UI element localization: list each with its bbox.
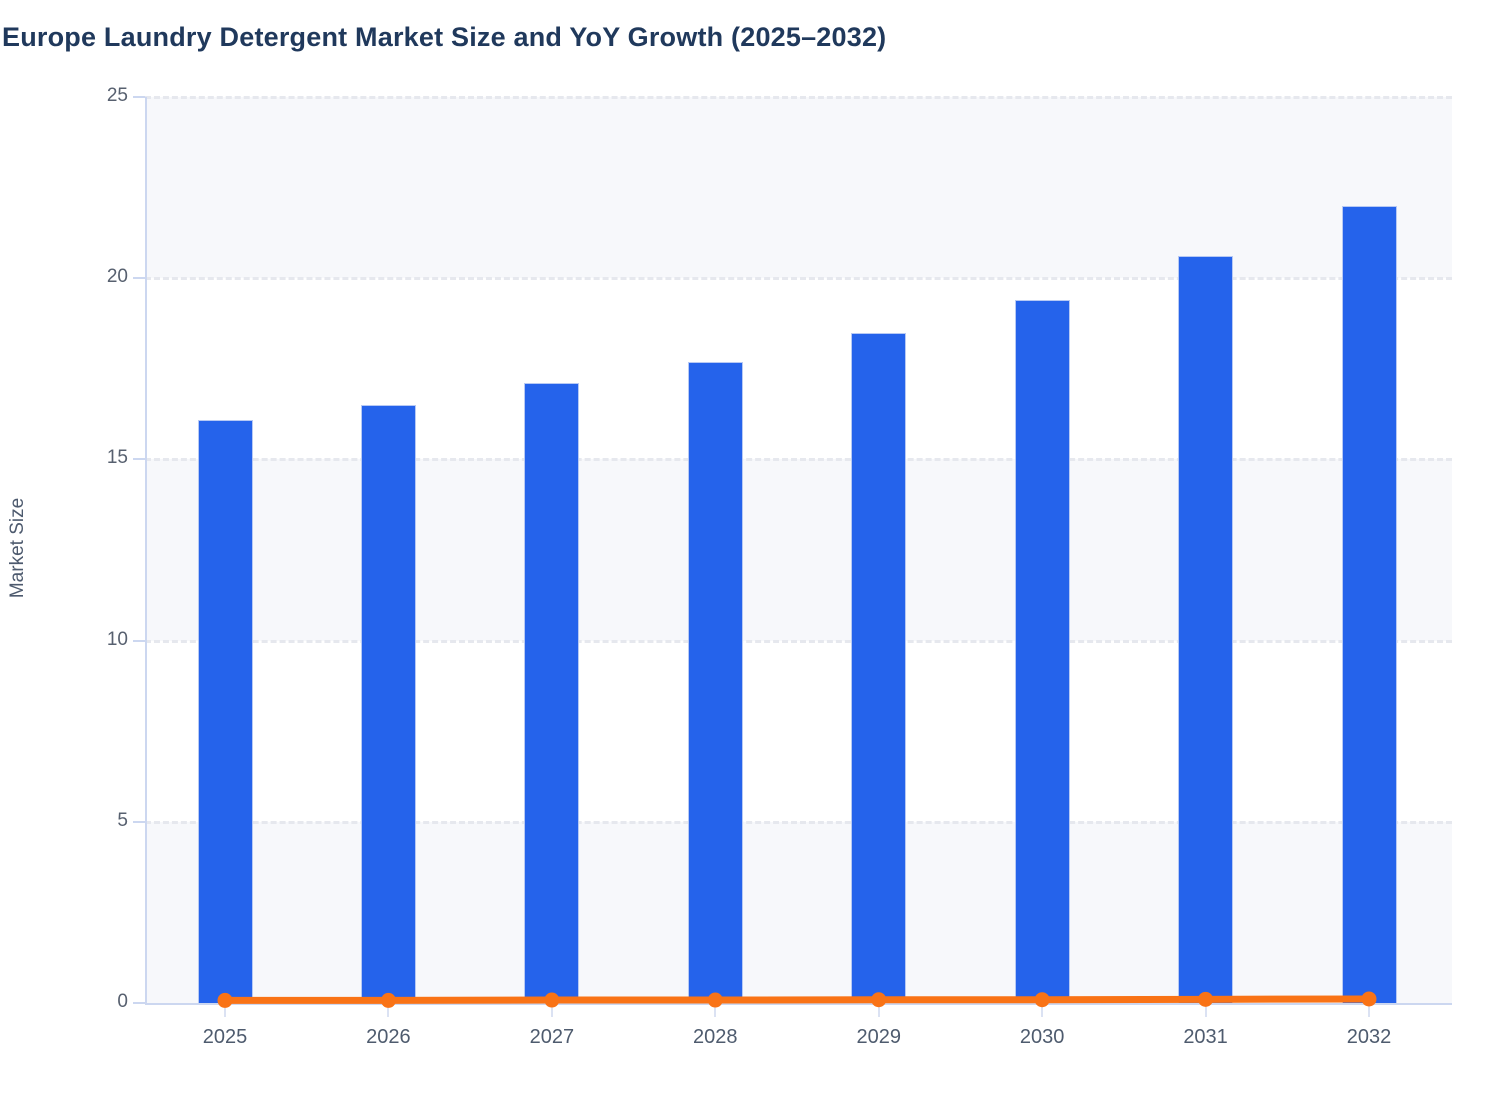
y-tick-mark bbox=[133, 820, 145, 823]
x-tick-mark bbox=[1204, 1005, 1207, 1017]
x-tick-label-2029: 2029 bbox=[856, 1026, 901, 1048]
x-tick-label-2026: 2026 bbox=[366, 1026, 411, 1048]
bar-2031[interactable] bbox=[1178, 256, 1234, 1003]
x-tick-mark bbox=[877, 1005, 880, 1017]
y-tick-label: 15 bbox=[106, 447, 128, 469]
x-tick-mark bbox=[1368, 1005, 1370, 1017]
x-tick-label-2032: 2032 bbox=[1346, 1026, 1392, 1048]
x-tick-label-2028: 2028 bbox=[693, 1026, 738, 1048]
bar-2026[interactable] bbox=[360, 405, 416, 1003]
y-axis-line bbox=[145, 97, 147, 1005]
y-tick-mark bbox=[133, 277, 145, 280]
x-tick-mark bbox=[224, 1005, 226, 1017]
x-tick-label-2027: 2027 bbox=[529, 1026, 575, 1048]
x-tick-mark bbox=[550, 1005, 553, 1017]
x-tick-label-2030: 2030 bbox=[1019, 1026, 1065, 1048]
gridline bbox=[145, 96, 1452, 99]
x-tick-mark bbox=[714, 1005, 717, 1017]
bar-2025[interactable] bbox=[197, 419, 253, 1003]
plot-band bbox=[145, 821, 1452, 1003]
bar-2029[interactable] bbox=[851, 332, 907, 1003]
plot-area bbox=[145, 96, 1452, 1003]
bar-2030[interactable] bbox=[1014, 299, 1070, 1003]
y-tick-label: 25 bbox=[106, 84, 128, 106]
x-tick-label-2025: 2025 bbox=[202, 1026, 248, 1048]
y-tick-mark bbox=[133, 458, 145, 461]
gridline bbox=[145, 458, 1452, 462]
y-tick-mark bbox=[133, 639, 145, 642]
y-tick-label: 5 bbox=[117, 809, 128, 831]
chart-title: Europe Laundry Detergent Market Size and… bbox=[2, 22, 887, 53]
y-tick-label: 0 bbox=[117, 990, 128, 1012]
plot-band bbox=[145, 97, 1452, 279]
x-axis-line bbox=[145, 1003, 1452, 1005]
plot-band bbox=[145, 459, 1452, 641]
y-tick-mark bbox=[133, 96, 145, 98]
gridline bbox=[145, 820, 1452, 824]
gridline bbox=[145, 639, 1452, 643]
x-tick-mark bbox=[387, 1005, 390, 1017]
y-axis-title: Market Size bbox=[7, 497, 28, 599]
bar-2032[interactable] bbox=[1341, 205, 1397, 1003]
y-tick-label: 20 bbox=[106, 266, 128, 288]
y-tick-mark bbox=[133, 1002, 145, 1004]
y-tick-label: 10 bbox=[106, 628, 128, 650]
bar-2028[interactable] bbox=[687, 361, 743, 1003]
bar-2027[interactable] bbox=[524, 383, 580, 1003]
x-tick-label-2031: 2031 bbox=[1183, 1026, 1228, 1048]
gridline bbox=[145, 277, 1452, 281]
x-tick-mark bbox=[1041, 1005, 1044, 1017]
